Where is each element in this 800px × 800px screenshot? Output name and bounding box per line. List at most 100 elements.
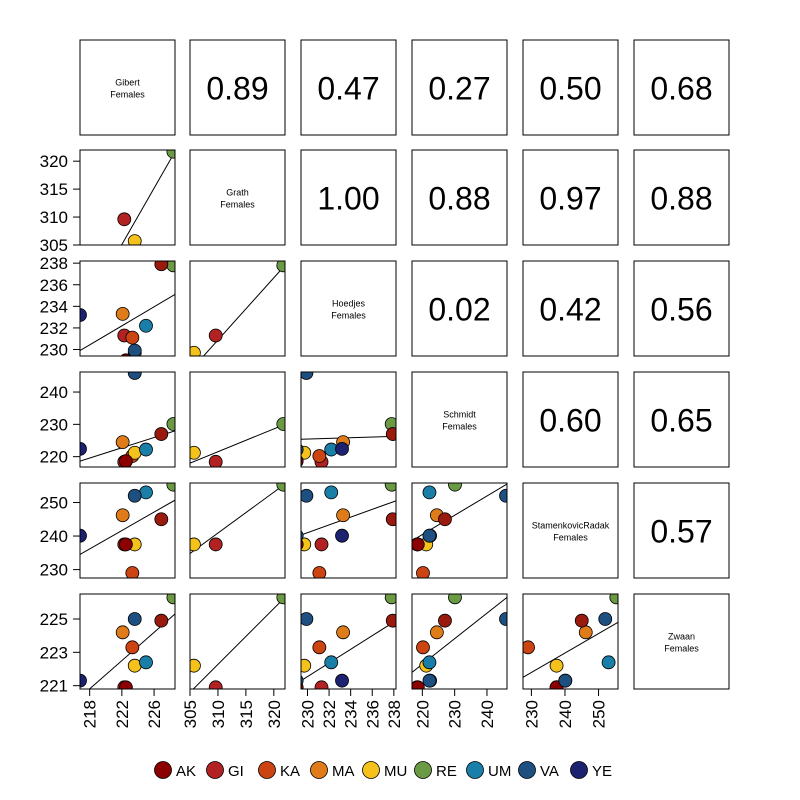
panel-frame [522,371,619,468]
legend-label: GI [228,763,244,780]
data-point [312,449,327,463]
data-point [166,417,175,431]
data-point [416,566,430,578]
y-tick-label: 221 [40,677,68,696]
panel-frame [79,482,176,579]
data-point [549,658,564,673]
fit-line [190,483,285,554]
data-point [422,673,437,688]
correlation-label: 1.00 [317,181,379,217]
fit-line [523,621,618,678]
data-point [499,612,507,626]
data-point [324,485,339,500]
correlation-label: 0.47 [317,71,379,107]
data-point [312,566,327,578]
y-tick-label: 230 [40,341,68,360]
data-point [422,655,437,670]
fit-line [301,435,396,440]
legend-swatch [310,761,328,779]
data-point [335,673,349,688]
data-point [301,488,314,503]
x-tick-label: 238 [385,700,404,728]
data-point [118,537,133,552]
fit-line [192,596,285,689]
y-tick-label: 238 [40,254,68,273]
data-point [276,483,285,492]
x-tick-label: 230 [522,700,541,728]
data-point [208,680,223,689]
data-point [118,454,133,467]
panel-frame [633,482,730,579]
panel-frame [411,371,508,468]
data-point [598,612,613,626]
panel-frame [189,39,286,136]
legend-label: RE [436,763,457,780]
data-point [127,612,142,626]
panel-frame [411,260,508,357]
panel-frame [522,39,619,136]
x-tick-label: 220 [413,700,432,728]
panel-frame [189,260,286,357]
diagonal-variable-subtitle: Females [442,422,477,432]
x-tick-label: 315 [237,700,256,728]
data-point [314,680,329,689]
x-tick-label: 240 [478,700,497,728]
data-point [208,537,223,552]
legend-label: UM [488,763,511,780]
data-point [276,417,285,431]
correlation-label: 0.60 [539,403,601,439]
y-tick-label: 223 [40,643,68,662]
fit-line [88,613,175,689]
x-tick-label: 310 [209,700,228,728]
diagonal-variable-name: Gibert [115,78,140,88]
data-point [335,442,349,456]
data-point [448,594,462,605]
correlation-label: 0.57 [650,514,712,550]
panel-frame [300,593,397,690]
correlation-label: 0.27 [428,71,490,107]
data-point [80,673,87,688]
data-point [120,353,132,356]
legend-label: VA [540,763,559,780]
panel-frame [411,39,508,136]
panel-frame [522,593,619,690]
data-point [301,455,304,467]
data-point [412,537,425,552]
x-tick-label: 218 [81,700,100,728]
data-point [301,539,304,550]
correlation-label: 0.56 [650,292,712,328]
x-tick-label: 222 [113,700,132,728]
diagonal-variable-name: Hoedjes [332,299,366,309]
panel-frame [522,149,619,246]
data-point [312,640,327,655]
data-point [190,658,201,673]
y-tick-label: 240 [40,383,68,402]
data-point [139,442,153,457]
panel-frame [411,149,508,246]
data-point [118,680,133,689]
y-tick-label: 234 [40,297,68,316]
correlation-label: 0.02 [428,292,490,328]
panel-frame [633,149,730,246]
legend-label: MA [332,763,355,780]
data-point [301,537,312,552]
panel-frame [79,39,176,136]
data-point [385,613,396,628]
correlation-label: 0.97 [539,181,601,217]
diagonal-variable-name: Schmidt [443,410,476,420]
legend-swatch [518,761,536,779]
panel-frame [300,371,397,468]
data-point [438,613,452,628]
data-point [190,345,201,356]
data-point [139,318,153,333]
legend-swatch [154,761,172,779]
data-point [139,655,153,670]
data-point [448,483,462,492]
panel-frame [189,149,286,246]
legend-swatch [206,761,224,779]
legend-label: AK [176,763,196,780]
data-point [125,330,140,345]
x-tick-label: 250 [590,700,609,728]
panel-frame [79,593,176,690]
